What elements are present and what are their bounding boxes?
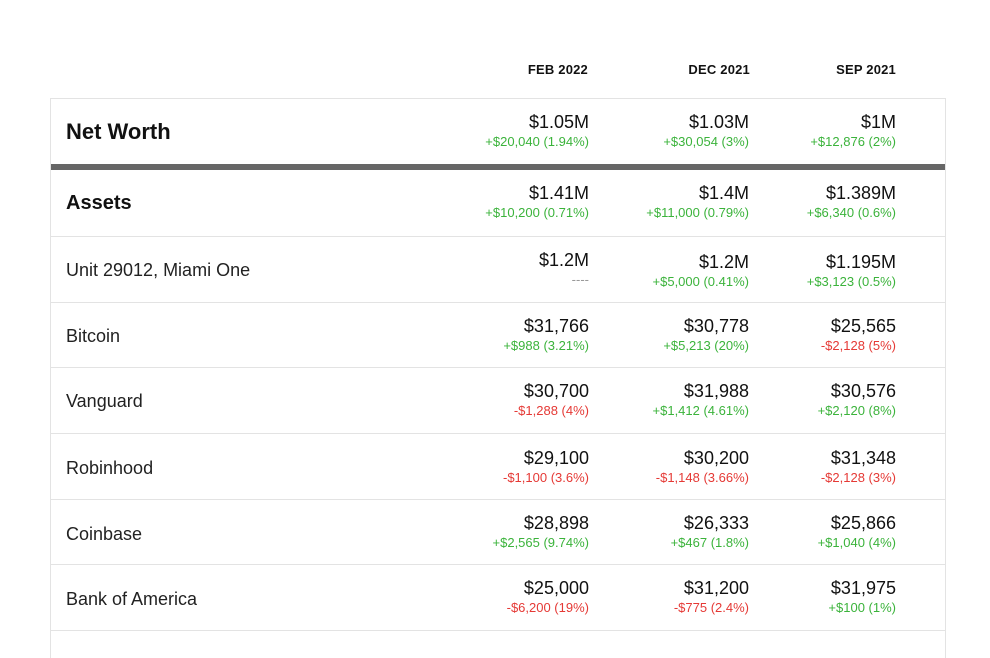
cell-change: -$1,148 (3.66%) — [655, 470, 749, 485]
cell-value: $28,898 — [523, 513, 589, 533]
cell-change: +$2,120 (8%) — [817, 403, 896, 418]
cell-value: $1.4M — [698, 183, 749, 203]
cell: $1.195M +$3,123 (0.5%) — [716, 251, 896, 291]
cell-value: $30,576 — [830, 381, 896, 401]
cell-change: -$1,288 (4%) — [513, 403, 589, 418]
cell-value: $30,700 — [523, 381, 589, 401]
cell-value: $25,565 — [830, 316, 896, 336]
row-label: Assets — [66, 192, 132, 214]
cell: $26,333 +$467 (1.8%) — [569, 512, 749, 552]
table-row-coinbase[interactable]: Coinbase $28,898 +$2,565 (9.74%) $26,333… — [51, 499, 945, 565]
cell-change: +$100 (1%) — [828, 600, 896, 615]
cell-change: +$5,213 (20%) — [663, 338, 749, 353]
row-label: Net Worth — [66, 119, 171, 144]
cell-value: $31,766 — [523, 316, 589, 336]
cell: $1.2M +$5,000 (0.41%) — [569, 251, 749, 291]
cell: $30,200 -$1,148 (3.66%) — [569, 447, 749, 487]
cell-change: +$11,000 (0.79%) — [646, 205, 749, 220]
row-label: Bank of America — [66, 589, 198, 609]
cell-change: +$10,200 (0.71%) — [485, 205, 589, 220]
cell-change: ---- — [571, 272, 589, 287]
cell: $1.03M +$30,054 (3%) — [569, 111, 749, 151]
cell: $25,000 -$6,200 (19%) — [409, 577, 589, 617]
cell: $31,766 +$988 (3.21%) — [409, 315, 589, 355]
cell: $30,576 +$2,120 (8%) — [716, 380, 896, 420]
net-worth-table: Net Worth $1.05M +$20,040 (1.94%) $1.03M… — [50, 98, 946, 658]
cell: $1.389M +$6,340 (0.6%) — [716, 182, 896, 222]
cell-value: $1.195M — [825, 252, 896, 272]
cell-value: $1M — [860, 112, 896, 132]
cell-change: -$775 (2.4%) — [673, 600, 749, 615]
cell-change: +$988 (3.21%) — [503, 338, 589, 353]
cell-value: $30,200 — [683, 448, 749, 468]
cell: $1.2M ---- — [409, 249, 589, 289]
cell: $1.4M +$11,000 (0.79%) — [569, 182, 749, 222]
cell-value: $31,200 — [683, 578, 749, 598]
cell-change: +$5,000 (0.41%) — [652, 274, 749, 289]
table-row-robinhood[interactable]: Robinhood $29,100 -$1,100 (3.6%) $30,200… — [51, 433, 945, 500]
cell-change: +$20,040 (1.94%) — [485, 134, 589, 149]
cell-change: +$6,340 (0.6%) — [806, 205, 896, 220]
cell: $1M +$12,876 (2%) — [716, 111, 896, 151]
table-row-bitcoin[interactable]: Bitcoin $31,766 +$988 (3.21%) $30,778 +$… — [51, 302, 945, 368]
cell-change: +$467 (1.8%) — [670, 535, 749, 550]
row-label: Vanguard — [66, 391, 143, 411]
row-label: Unit 29012, Miami One — [66, 260, 251, 280]
cell: $31,348 -$2,128 (3%) — [716, 447, 896, 487]
cell-value: $1.2M — [698, 252, 749, 272]
column-header-dec-2021: DEC 2021 — [688, 62, 750, 77]
cell: $31,988 +$1,412 (4.61%) — [569, 380, 749, 420]
cell: $30,700 -$1,288 (4%) — [409, 380, 589, 420]
cell-value: $1.05M — [528, 112, 589, 132]
column-header-feb-2022: FEB 2022 — [527, 62, 588, 77]
cell: $1.05M +$20,040 (1.94%) — [409, 111, 589, 151]
cell-value: $1.2M — [538, 250, 589, 270]
table-row-vanguard[interactable]: Vanguard $30,700 -$1,288 (4%) $31,988 +$… — [51, 367, 945, 434]
cell-change: +$3,123 (0.5%) — [806, 274, 896, 289]
cell-value: $1.03M — [688, 112, 749, 132]
cell-change: +$1,412 (4.61%) — [652, 403, 749, 418]
cell-value: $1.41M — [528, 183, 589, 203]
cell-change: +$30,054 (3%) — [663, 134, 749, 149]
cell-value: $31,975 — [830, 578, 896, 598]
cell-value: $31,988 — [683, 381, 749, 401]
table-row-bank-of-america[interactable]: Bank of America $25,000 -$6,200 (19%) $3… — [51, 564, 945, 631]
column-header-sep-2021: SEP 2021 — [836, 62, 896, 77]
cell-value: $29,100 — [523, 448, 589, 468]
cell: $25,565 -$2,128 (5%) — [716, 315, 896, 355]
cell-change: -$2,128 (5%) — [820, 338, 896, 353]
cell-value: $30,778 — [683, 316, 749, 336]
row-label: Coinbase — [66, 524, 143, 544]
table-row-unit-29012[interactable]: Unit 29012, Miami One $1.2M ---- $1.2M +… — [51, 236, 945, 303]
cell-value: $1.389M — [825, 183, 896, 203]
cell: $25,866 +$1,040 (4%) — [716, 512, 896, 552]
cell: $31,975 +$100 (1%) — [716, 577, 896, 617]
cell: $28,898 +$2,565 (9.74%) — [409, 512, 589, 552]
row-label: Robinhood — [66, 458, 154, 478]
cell: $30,778 +$5,213 (20%) — [569, 315, 749, 355]
cell-value: $31,348 — [830, 448, 896, 468]
cell-value: $25,866 — [830, 513, 896, 533]
cell: $31,200 -$775 (2.4%) — [569, 577, 749, 617]
cell-change: +$1,040 (4%) — [817, 535, 896, 550]
cell-value: $25,000 — [523, 578, 589, 598]
row-label: Bitcoin — [66, 326, 121, 346]
cell-change: +$2,565 (9.74%) — [492, 535, 589, 550]
table-row-assets[interactable]: Assets $1.41M +$10,200 (0.71%) $1.4M +$1… — [51, 170, 945, 236]
cell-change: +$12,876 (2%) — [810, 134, 896, 149]
table-row-net-worth[interactable]: Net Worth $1.05M +$20,040 (1.94%) $1.03M… — [51, 98, 945, 170]
cell-change: -$2,128 (3%) — [820, 470, 896, 485]
cell-change: -$1,100 (3.6%) — [503, 470, 589, 485]
cell: $29,100 -$1,100 (3.6%) — [409, 447, 589, 487]
cell-value: $26,333 — [683, 513, 749, 533]
cell: $1.41M +$10,200 (0.71%) — [409, 182, 589, 222]
cell-change: -$6,200 (19%) — [506, 600, 589, 615]
